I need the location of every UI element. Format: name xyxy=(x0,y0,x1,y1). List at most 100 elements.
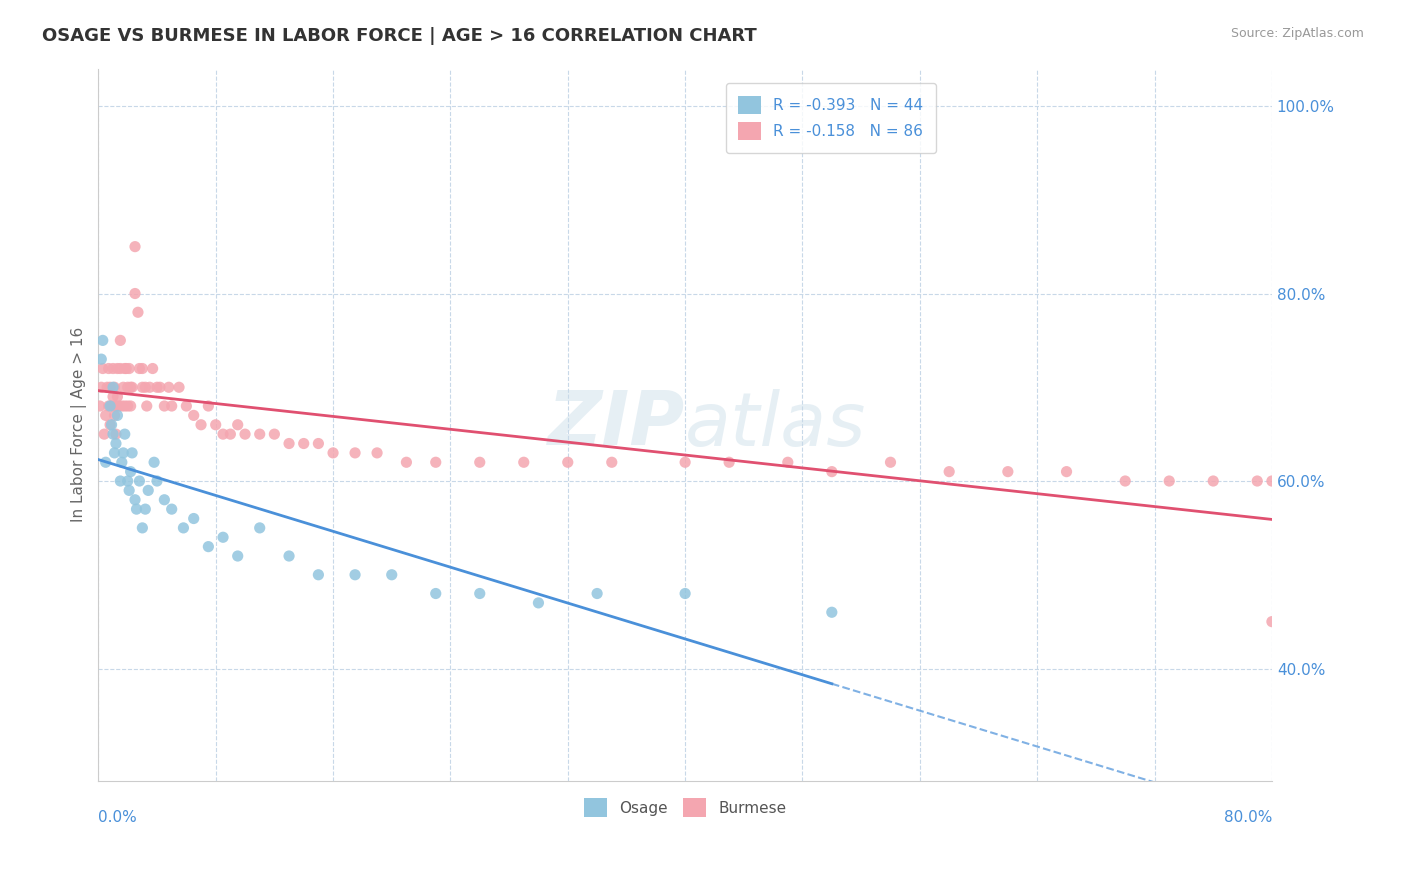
Point xyxy=(101,361,124,376)
Point xyxy=(212,530,235,544)
Point xyxy=(100,417,122,432)
Point xyxy=(263,427,285,442)
Legend: Osage, Burmese: Osage, Burmese xyxy=(578,792,793,823)
Point xyxy=(107,390,129,404)
Point xyxy=(103,409,125,423)
Point xyxy=(107,409,129,423)
Point xyxy=(718,455,741,469)
Point xyxy=(124,286,146,301)
Point xyxy=(121,446,143,460)
Point xyxy=(103,446,125,460)
Point xyxy=(776,455,799,469)
Point xyxy=(91,334,114,348)
Point xyxy=(366,446,388,460)
Point xyxy=(513,455,536,469)
Point xyxy=(124,240,146,254)
Point xyxy=(557,455,579,469)
Point xyxy=(108,399,131,413)
Point xyxy=(233,427,256,442)
Point xyxy=(1159,474,1181,488)
Point xyxy=(103,380,125,394)
Point xyxy=(101,390,124,404)
Point xyxy=(821,465,844,479)
Point xyxy=(98,417,121,432)
Text: OSAGE VS BURMESE IN LABOR FORCE | AGE > 16 CORRELATION CHART: OSAGE VS BURMESE IN LABOR FORCE | AGE > … xyxy=(42,27,756,45)
Point xyxy=(135,399,157,413)
Point xyxy=(1056,465,1078,479)
Point xyxy=(128,474,150,488)
Point xyxy=(134,380,156,394)
Point xyxy=(183,511,205,525)
Point xyxy=(1246,474,1268,488)
Point xyxy=(183,409,205,423)
Point xyxy=(673,455,696,469)
Point xyxy=(96,380,118,394)
Point xyxy=(131,521,153,535)
Point xyxy=(249,427,271,442)
Point xyxy=(90,352,112,367)
Point xyxy=(527,596,550,610)
Point xyxy=(278,436,301,450)
Point xyxy=(226,417,249,432)
Point xyxy=(97,361,120,376)
Point xyxy=(673,586,696,600)
Point xyxy=(120,465,142,479)
Point xyxy=(197,399,219,413)
Text: 0.0%: 0.0% xyxy=(98,810,138,824)
Point xyxy=(212,427,235,442)
Point xyxy=(157,380,180,394)
Point xyxy=(107,361,129,376)
Point xyxy=(111,399,134,413)
Point xyxy=(112,380,135,394)
Point xyxy=(114,361,136,376)
Point xyxy=(879,455,901,469)
Point xyxy=(219,427,242,442)
Point xyxy=(97,399,120,413)
Point xyxy=(104,399,127,413)
Point xyxy=(142,361,165,376)
Text: 80.0%: 80.0% xyxy=(1223,810,1272,824)
Point xyxy=(997,465,1019,479)
Point xyxy=(278,549,301,563)
Point xyxy=(111,455,134,469)
Point xyxy=(226,549,249,563)
Point xyxy=(114,427,136,442)
Point xyxy=(167,380,190,394)
Point xyxy=(176,399,198,413)
Point xyxy=(1261,474,1284,488)
Point xyxy=(101,380,124,394)
Point xyxy=(104,427,127,442)
Point xyxy=(197,540,219,554)
Point xyxy=(100,399,122,413)
Point xyxy=(322,446,344,460)
Point xyxy=(112,446,135,460)
Point xyxy=(344,446,367,460)
Point xyxy=(125,502,148,516)
Point xyxy=(204,417,226,432)
Point xyxy=(292,436,315,450)
Point xyxy=(146,380,169,394)
Point xyxy=(138,380,160,394)
Point xyxy=(121,380,143,394)
Point xyxy=(468,586,491,600)
Point xyxy=(91,361,114,376)
Point xyxy=(143,455,166,469)
Point xyxy=(117,474,139,488)
Point xyxy=(249,521,271,535)
Point xyxy=(110,334,132,348)
Point xyxy=(425,586,447,600)
Point xyxy=(131,380,153,394)
Point xyxy=(149,380,172,394)
Point xyxy=(120,399,142,413)
Y-axis label: In Labor Force | Age > 16: In Labor Force | Age > 16 xyxy=(72,327,87,523)
Point xyxy=(395,455,418,469)
Point xyxy=(586,586,609,600)
Point xyxy=(94,409,117,423)
Text: atlas: atlas xyxy=(685,389,866,461)
Point xyxy=(115,361,138,376)
Point xyxy=(1114,474,1136,488)
Point xyxy=(600,455,623,469)
Point xyxy=(114,399,136,413)
Point xyxy=(101,427,124,442)
Point xyxy=(160,502,183,516)
